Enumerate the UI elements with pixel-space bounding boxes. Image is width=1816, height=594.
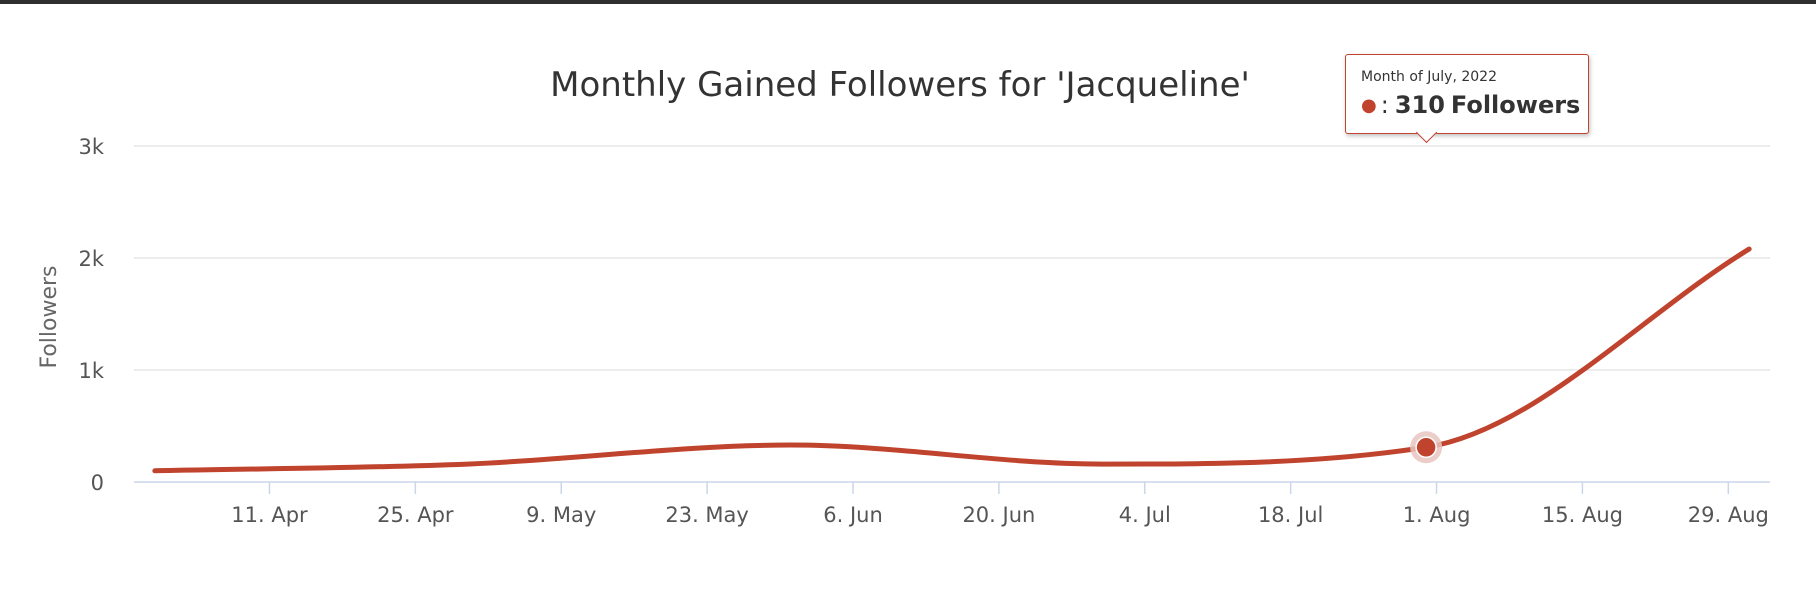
marker-layer (1410, 431, 1443, 464)
tooltip-row: ●:310 Followers (1361, 91, 1580, 120)
line-chart: 11. Apr 25. Apr 9. May 23. May 6. Jun 20. Jun… (37, 65, 1770, 527)
tooltip-header: Month of July, 2022 (1361, 69, 1497, 85)
y-axis: 0 1k 2k 3k (78, 135, 104, 495)
top-border (0, 0, 1816, 4)
y-tick-label: 1k (78, 359, 104, 383)
y-axis-label: Followers (37, 265, 62, 368)
data-tooltip: Month of July, 2022 ●:310 Followers (1345, 54, 1589, 144)
y-tick-label: 3k (78, 135, 104, 159)
tooltip-separator: : (1380, 91, 1389, 119)
x-tick-label: 11. Apr (231, 503, 308, 527)
x-tick-label: 25. Apr (377, 503, 454, 527)
y-tick-label: 0 (91, 471, 104, 495)
tooltip-value: 310 (1394, 91, 1445, 119)
x-tick-label: 6. Jun (823, 503, 883, 527)
grid-layer (134, 145, 1770, 371)
x-tick-label: 23. May (665, 503, 749, 527)
x-tick-label: 15. Aug (1542, 503, 1623, 527)
x-tick-label: 4. Jul (1119, 503, 1171, 527)
x-tick-label: 1. Aug (1403, 503, 1471, 527)
series-dot-icon: ● (1361, 95, 1377, 116)
highlight-point (1415, 436, 1437, 459)
x-axis: 11. Apr 25. Apr 9. May 23. May 6. Jun 20. Jun… (134, 481, 1770, 527)
chart-title: Monthly Gained Followers for 'Jacqueline… (550, 65, 1250, 105)
x-tick-label: 9. May (526, 503, 596, 527)
series-line (152, 246, 1752, 474)
x-tick-label: 18. Jul (1258, 503, 1323, 527)
tooltip-unit: Followers (1450, 91, 1581, 119)
x-tick-label: 20. Jun (962, 503, 1035, 527)
chart-container: 11. Apr 25. Apr 9. May 23. May 6. Jun 20. Jun… (0, 4, 1816, 594)
series-layer (152, 246, 1752, 474)
y-tick-label: 2k (78, 247, 104, 271)
x-tick-label: 29. Aug (1688, 503, 1769, 527)
